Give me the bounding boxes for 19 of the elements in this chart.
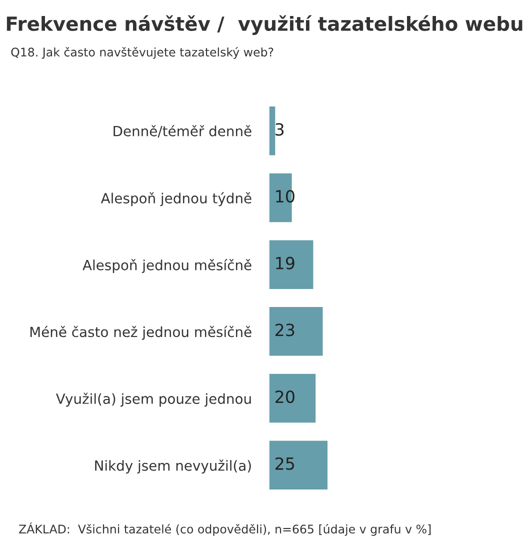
y-tick-label: Alespoň jednou týdně	[100, 192, 252, 206]
data-label: 20	[276, 390, 294, 404]
text: Q18. Jak často navštěvujete tazatelský web?	[11, 46, 274, 59]
y-tick-label: Alespoň jednou měsíčně	[82, 259, 252, 274]
data-label: 19	[276, 256, 294, 270]
y-tick-label: Denně/téměř denně	[114, 125, 252, 138]
data-label: 3	[276, 123, 284, 136]
bar	[268, 238, 315, 290]
y-tick-label: Méně často než jednou měsíčně	[30, 326, 252, 340]
y-tick-label: Nikdy jsem nevyužil(a)	[95, 460, 251, 474]
data-label: 25	[276, 457, 294, 470]
y-tick-label: Využil(a) jsem pouze jednou	[56, 392, 251, 407]
bar	[268, 439, 329, 491]
bar	[268, 306, 324, 358]
data-label: 23	[276, 324, 294, 336]
chart-title: Frekvence návštěv / využití tazatelského webu	[6, 15, 522, 35]
text: ZÁKLAD: Všichni tazatelé (co odpověděli), n=665 [údaje v grafu v %]	[19, 522, 431, 536]
bar	[268, 372, 317, 424]
bar	[268, 105, 277, 157]
